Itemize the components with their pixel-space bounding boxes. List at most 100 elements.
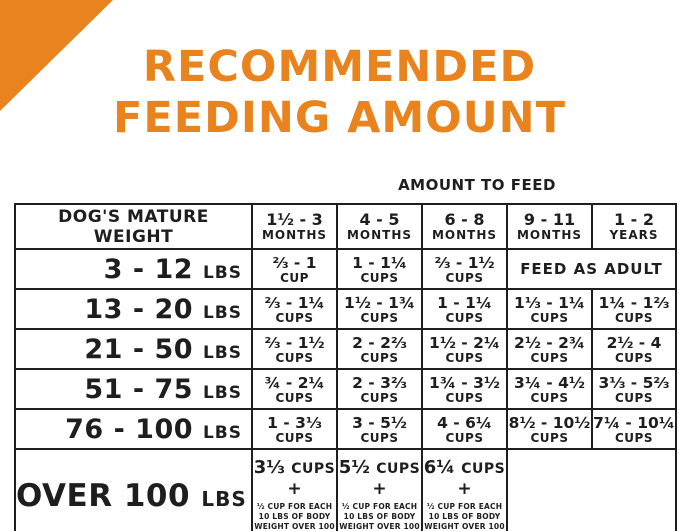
weight-range: 3 - 12 xyxy=(103,253,194,285)
amount-number: 3⅓ xyxy=(253,457,285,478)
amount-value: ⅔ - 1½ xyxy=(264,333,325,352)
table-row-over-100: OVER 100 LBS 3⅓ CUPS + ½ CUP FOR EACH 10… xyxy=(14,448,677,531)
age-column-header: 1½ - 3 MONTHS xyxy=(251,203,338,250)
amount-unit: CUPS xyxy=(360,430,399,445)
extra-feeding-note: ½ CUP FOR EACH 10 LBS OF BODY WEIGHT OVE… xyxy=(424,502,505,531)
feeding-amount-cell: 6¼ CUPS + ½ CUP FOR EACH 10 LBS OF BODY … xyxy=(421,448,508,531)
weight-range: 21 - 50 xyxy=(84,333,194,365)
weight-range-cell: 13 - 20 LBS xyxy=(14,288,253,330)
amount-unit: CUPS xyxy=(445,310,484,325)
amount-number: 5½ xyxy=(338,457,370,478)
weight-range-cell: 3 - 12 LBS xyxy=(14,248,253,290)
amount-value: ⅔ - 1 xyxy=(272,253,317,272)
age-unit: MONTHS xyxy=(516,228,583,242)
amount-unit: CUPS xyxy=(275,350,314,365)
weight-column-header: DOG'S MATURE WEIGHT xyxy=(14,203,253,250)
amount-unit: CUPS xyxy=(376,461,421,477)
feeding-amount-cell: 2 - 2⅔ CUPS xyxy=(336,328,423,370)
amount-value: 1¼ - 1⅔ xyxy=(598,293,670,312)
weight-range: 51 - 75 xyxy=(84,373,194,405)
amount-value: 1½ - 1¾ xyxy=(344,293,415,312)
amount-unit: CUPS xyxy=(445,390,484,405)
feeding-amount-cell: 1½ - 2¼ CUPS xyxy=(421,328,508,370)
weight-range: 76 - 100 xyxy=(65,413,194,445)
weight-unit: LBS xyxy=(202,302,242,323)
feeding-amount-cell: 3¼ - 4½ CUPS xyxy=(506,368,593,410)
page-title-line2: FEEDING AMOUNT xyxy=(113,93,566,143)
feeding-amount-cell: ⅔ - 1½ CUPS xyxy=(421,248,508,290)
weight-unit: LBS xyxy=(201,487,247,511)
age-range: 1 - 2 xyxy=(613,210,655,229)
feeding-amount-cell: 7¼ - 10¼ CUPS xyxy=(591,408,677,450)
feeding-amount-cell: 1 - 1¼ CUPS xyxy=(421,288,508,330)
amount-value: 1⅓ - 1¼ xyxy=(514,293,585,312)
age-column-header: 6 - 8 MONTHS xyxy=(421,203,508,250)
amount-unit: CUPS xyxy=(445,270,484,285)
amount-value: 3¼ - 4½ xyxy=(514,373,585,392)
feeding-amount-cell: ⅔ - 1 CUP xyxy=(251,248,338,290)
plus-sign: + xyxy=(457,479,472,499)
amount-unit: CUPS xyxy=(615,310,653,325)
amount-unit: CUP xyxy=(280,270,309,285)
feeding-amount-cell: 3⅓ CUPS + ½ CUP FOR EACH 10 LBS OF BODY … xyxy=(251,448,338,531)
weight-unit: LBS xyxy=(202,262,242,283)
amount-value: 2½ - 2¾ xyxy=(514,333,585,352)
amount-unit: CUPS xyxy=(445,430,484,445)
amount-unit: CUPS xyxy=(615,390,653,405)
feeding-amount-cell: 1½ - 1¾ CUPS xyxy=(336,288,423,330)
table-row: 51 - 75 LBS ¾ - 2¼ CUPS 2 - 3⅔ CUPS 1¾ -… xyxy=(14,368,677,410)
feeding-amount-cell: 2½ - 2¾ CUPS xyxy=(506,328,593,370)
age-unit: MONTHS xyxy=(261,228,328,242)
amount-unit: CUPS xyxy=(530,430,569,445)
table-row: 3 - 12 LBS ⅔ - 1 CUP 1 - 1¼ CUPS ⅔ - 1½ … xyxy=(14,248,677,290)
feeding-amount-cell: 2½ - 4 CUPS xyxy=(591,328,677,370)
age-unit: MONTHS xyxy=(431,228,498,242)
table-row: 76 - 100 LBS 1 - 3⅓ CUPS 3 - 5½ CUPS 4 -… xyxy=(14,408,677,450)
amount-value: 3⅓ CUPS xyxy=(254,457,335,478)
amount-number: 6¼ xyxy=(423,457,455,478)
amount-unit: CUPS xyxy=(445,350,484,365)
amount-value: 5½ CUPS xyxy=(339,457,420,478)
amount-value: 1 - 1¼ xyxy=(352,253,407,272)
amount-value: 1¾ - 3½ xyxy=(429,373,500,392)
amount-value: ¾ - 2¼ xyxy=(264,373,325,392)
feeding-amount-table: DOG'S MATURE WEIGHT 1½ - 3 MONTHS 4 - 5 … xyxy=(14,203,677,531)
age-range: 4 - 5 xyxy=(359,210,400,229)
amount-unit: CUPS xyxy=(360,310,399,325)
weight-unit: LBS xyxy=(202,422,242,443)
amount-value: 1 - 3⅓ xyxy=(267,413,322,432)
amount-unit: CUPS xyxy=(360,270,399,285)
amount-value: 3 - 5½ xyxy=(352,413,407,432)
amount-unit: CUPS xyxy=(275,310,314,325)
amount-value: 8½ - 10½ xyxy=(508,413,591,432)
amount-value: 6¼ CUPS xyxy=(424,457,505,478)
age-column-header: 1 - 2 YEARS xyxy=(591,203,677,250)
amount-value: 7¼ - 10¼ xyxy=(593,413,675,432)
weight-range-cell: OVER 100 LBS xyxy=(14,448,253,531)
age-column-header: 9 - 11 MONTHS xyxy=(506,203,593,250)
feeding-amount-cell: 1 - 3⅓ CUPS xyxy=(251,408,338,450)
feeding-amount-cell: ⅔ - 1½ CUPS xyxy=(251,328,338,370)
age-column-header: 4 - 5 MONTHS xyxy=(336,203,423,250)
amount-unit: CUPS xyxy=(615,430,653,445)
age-unit: MONTHS xyxy=(346,228,413,242)
amount-unit: CUPS xyxy=(291,461,336,477)
age-range: 9 - 11 xyxy=(523,210,576,229)
feeding-amount-cell: 1 - 1¼ CUPS xyxy=(336,248,423,290)
feeding-amount-cell: 1¾ - 3½ CUPS xyxy=(421,368,508,410)
table-header-row: DOG'S MATURE WEIGHT 1½ - 3 MONTHS 4 - 5 … xyxy=(14,203,677,250)
age-range: 1½ - 3 xyxy=(266,210,323,229)
page-title: RECOMMENDED FEEDING AMOUNT xyxy=(0,42,679,144)
amount-unit: CUPS xyxy=(615,350,653,365)
weight-range-cell: 21 - 50 LBS xyxy=(14,328,253,370)
amount-value: 4 - 6¼ xyxy=(437,413,492,432)
amount-unit: CUPS xyxy=(360,350,399,365)
extra-feeding-note: ½ CUP FOR EACH 10 LBS OF BODY WEIGHT OVE… xyxy=(339,502,420,531)
weight-unit: LBS xyxy=(202,342,242,363)
amount-value: 1 - 1¼ xyxy=(437,293,492,312)
empty-cell xyxy=(506,448,677,531)
feeding-amount-cell: ¾ - 2¼ CUPS xyxy=(251,368,338,410)
feeding-amount-cell: 5½ CUPS + ½ CUP FOR EACH 10 LBS OF BODY … xyxy=(336,448,423,531)
feeding-amount-cell: 1⅓ - 1¼ CUPS xyxy=(506,288,593,330)
